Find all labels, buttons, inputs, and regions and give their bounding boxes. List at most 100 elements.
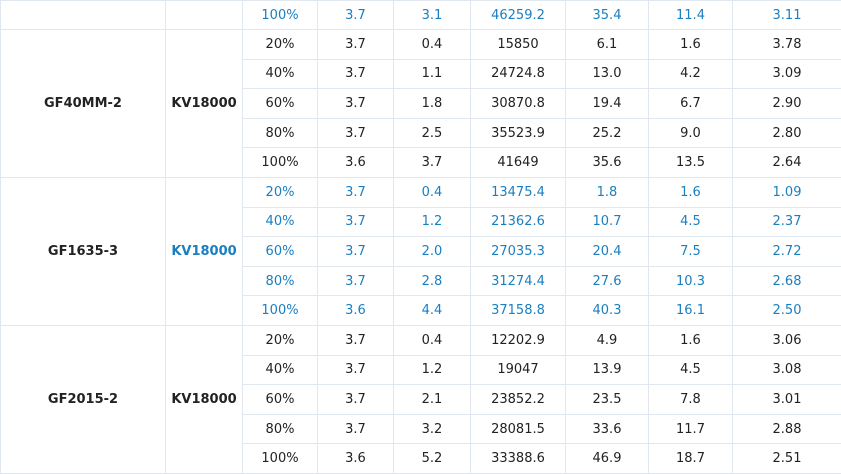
data-cell: 33.6 <box>566 414 649 444</box>
data-cell: 27.6 <box>566 266 649 296</box>
data-cell: 40% <box>243 207 318 237</box>
data-cell: 3.06 <box>733 325 841 355</box>
data-cell: 20.4 <box>566 237 649 267</box>
data-cell: 100% <box>243 1 318 30</box>
data-cell: 4.5 <box>649 207 733 237</box>
data-cell: 6.1 <box>566 30 649 60</box>
data-cell: 3.7 <box>318 177 394 207</box>
data-cell: 3.7 <box>318 59 394 89</box>
data-cell: 2.64 <box>733 148 841 178</box>
data-cell: 20% <box>243 325 318 355</box>
data-cell: 4.4 <box>394 296 471 326</box>
data-cell: 13.9 <box>566 355 649 385</box>
data-cell: 3.7 <box>318 118 394 148</box>
data-cell: 4.2 <box>649 59 733 89</box>
data-cell: 46.9 <box>566 444 649 474</box>
data-cell: 100% <box>243 296 318 326</box>
data-cell: 3.7 <box>318 355 394 385</box>
data-cell: 3.6 <box>318 148 394 178</box>
data-cell: 30870.8 <box>471 89 566 119</box>
data-cell: 19047 <box>471 355 566 385</box>
data-cell: 3.11 <box>733 1 841 30</box>
data-cell: 80% <box>243 266 318 296</box>
data-cell: 3.6 <box>318 296 394 326</box>
data-cell: 13.0 <box>566 59 649 89</box>
data-cell: 9.0 <box>649 118 733 148</box>
data-cell: 100% <box>243 444 318 474</box>
data-cell: 40% <box>243 355 318 385</box>
data-cell: 13.5 <box>649 148 733 178</box>
data-cell: 1.6 <box>649 30 733 60</box>
data-cell: 2.37 <box>733 207 841 237</box>
data-cell: 3.7 <box>318 30 394 60</box>
data-cell: 35.4 <box>566 1 649 30</box>
data-cell: 4.5 <box>649 355 733 385</box>
data-cell: 2.1 <box>394 385 471 415</box>
data-cell: 13475.4 <box>471 177 566 207</box>
motor-cell: KV18000 <box>166 177 243 325</box>
data-cell: 3.2 <box>394 414 471 444</box>
data-cell: 3.09 <box>733 59 841 89</box>
data-cell: 20% <box>243 30 318 60</box>
data-cell: 41649 <box>471 148 566 178</box>
data-cell: 1.1 <box>394 59 471 89</box>
data-cell: 60% <box>243 89 318 119</box>
model-cell: GF2015-2 <box>1 325 166 473</box>
data-cell: 7.8 <box>649 385 733 415</box>
data-cell: 2.68 <box>733 266 841 296</box>
data-cell: 2.51 <box>733 444 841 474</box>
motor-cell: KV18000 <box>166 325 243 473</box>
data-cell: 0.4 <box>394 325 471 355</box>
data-cell: 2.72 <box>733 237 841 267</box>
data-cell: 6.7 <box>649 89 733 119</box>
model-cell: GF40MM-2 <box>1 30 166 178</box>
data-cell: 0.4 <box>394 177 471 207</box>
data-cell: 7.5 <box>649 237 733 267</box>
data-cell: 1.6 <box>649 177 733 207</box>
data-cell: 60% <box>243 237 318 267</box>
data-cell: 24724.8 <box>471 59 566 89</box>
data-cell: 1.2 <box>394 355 471 385</box>
data-cell: 1.2 <box>394 207 471 237</box>
data-cell: 23852.2 <box>471 385 566 415</box>
data-cell: 2.50 <box>733 296 841 326</box>
data-cell: 3.7 <box>318 325 394 355</box>
data-cell: 28081.5 <box>471 414 566 444</box>
data-cell: 46259.2 <box>471 1 566 30</box>
data-cell: 2.80 <box>733 118 841 148</box>
data-cell: 80% <box>243 414 318 444</box>
data-cell: 3.1 <box>394 1 471 30</box>
data-cell: 60% <box>243 385 318 415</box>
data-cell: 2.8 <box>394 266 471 296</box>
data-cell: 27035.3 <box>471 237 566 267</box>
data-cell: 10.3 <box>649 266 733 296</box>
data-cell: 1.8 <box>394 89 471 119</box>
data-cell: 3.7 <box>318 207 394 237</box>
data-cell: 3.7 <box>318 1 394 30</box>
data-cell: 33388.6 <box>471 444 566 474</box>
data-cell: 12202.9 <box>471 325 566 355</box>
data-cell: 3.01 <box>733 385 841 415</box>
model-cell: GF1635-3 <box>1 177 166 325</box>
data-cell: 23.5 <box>566 385 649 415</box>
data-cell: 2.0 <box>394 237 471 267</box>
data-cell: 100% <box>243 148 318 178</box>
motor-cell <box>166 1 243 30</box>
data-cell: 35523.9 <box>471 118 566 148</box>
data-cell: 11.7 <box>649 414 733 444</box>
data-cell: 3.7 <box>318 266 394 296</box>
data-cell: 4.9 <box>566 325 649 355</box>
data-cell: 11.4 <box>649 1 733 30</box>
data-cell: 0.4 <box>394 30 471 60</box>
data-cell: 3.08 <box>733 355 841 385</box>
data-cell: 15850 <box>471 30 566 60</box>
motor-cell: KV18000 <box>166 30 243 178</box>
data-cell: 21362.6 <box>471 207 566 237</box>
data-cell: 3.7 <box>318 89 394 119</box>
